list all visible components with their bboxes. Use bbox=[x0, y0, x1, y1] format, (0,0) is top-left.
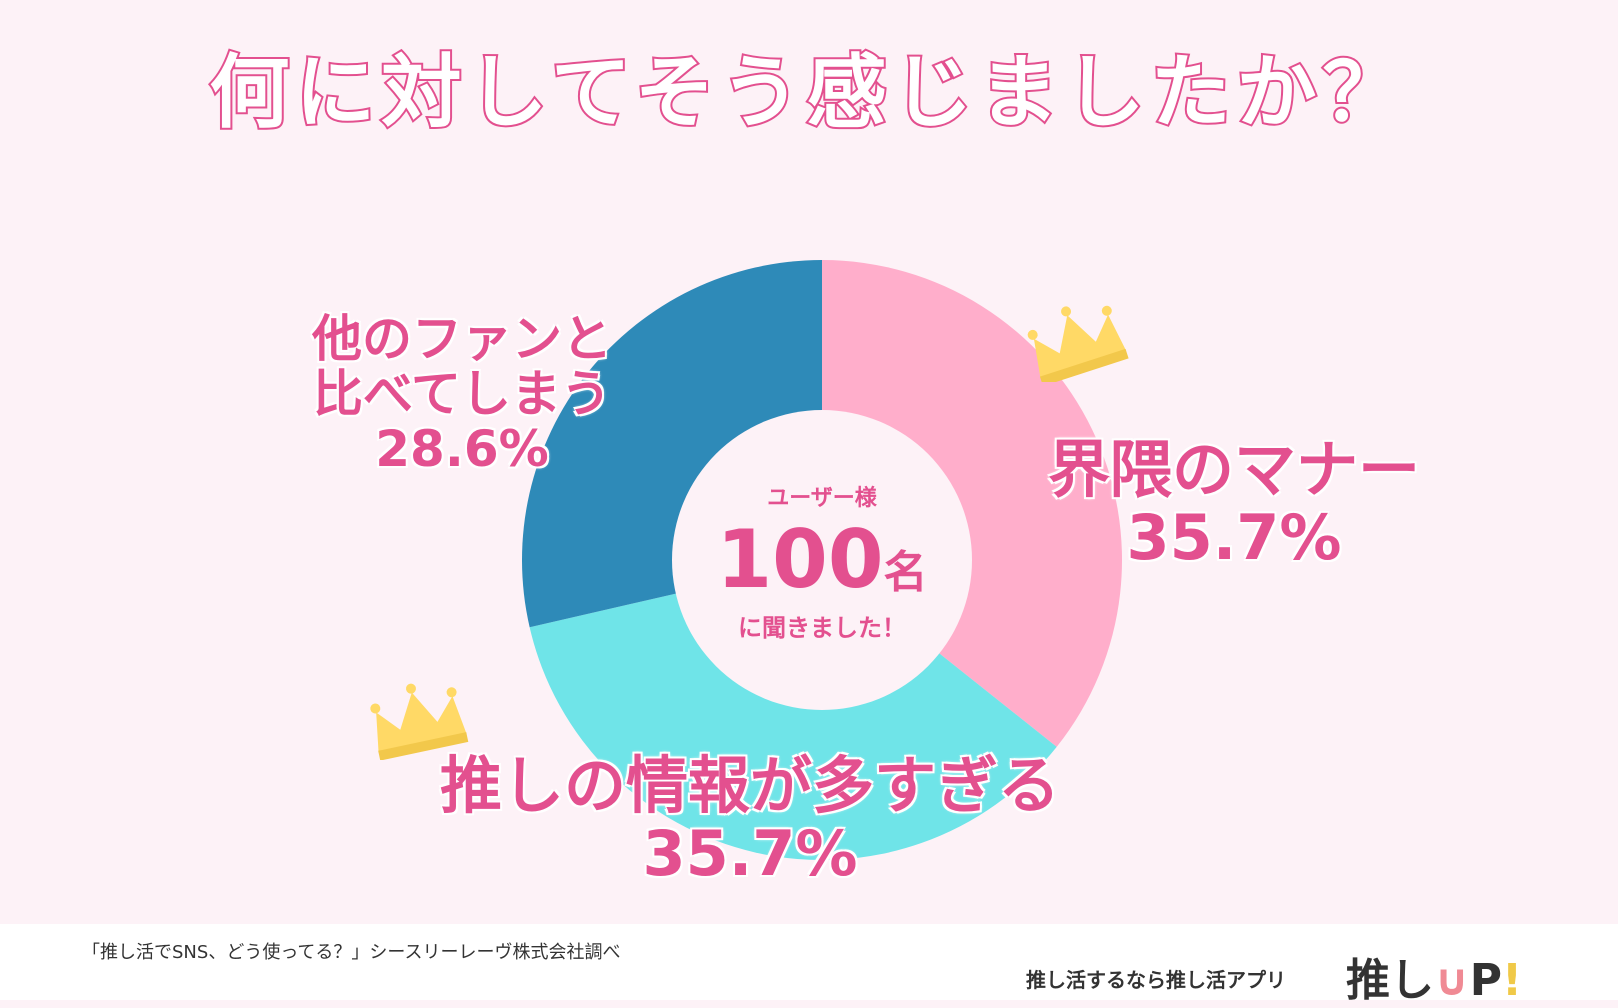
logo-u: ∪ bbox=[1434, 955, 1470, 1006]
label-manners-pct: 35.7% bbox=[1126, 501, 1342, 575]
label-manners: 界隈のマナー 35.7% bbox=[1048, 433, 1421, 575]
footer: 「推し活でSNS、どう使ってる？」シースリーレーヴ株式会社調べ 推し活するなら推… bbox=[0, 924, 1618, 1006]
app-tagline: 推し活するなら推し活アプリ bbox=[1026, 968, 1286, 992]
label-compare-fans-pct: 28.6% bbox=[375, 420, 549, 478]
page-title: 何に対してそう感じましたか？ bbox=[207, 44, 1409, 141]
label-compare-fans-line2: 比べてしまう bbox=[313, 365, 611, 423]
respondent-count: 100 bbox=[716, 513, 884, 606]
app-logo: 推し∪P! bbox=[1346, 944, 1522, 1008]
center-top-text: ユーザー様 bbox=[767, 486, 877, 511]
label-too-much-info: 推しの情報が多すぎる 35.7% bbox=[400, 749, 1100, 891]
respondent-unit: 名 bbox=[883, 547, 928, 598]
label-compare-fans: 他のファンと 比べてしまう 28.6% bbox=[312, 312, 612, 477]
donut-hole bbox=[672, 410, 972, 710]
logo-exclaim: ! bbox=[1501, 955, 1523, 1006]
label-too-much-info-name: 推しの情報が多すぎる bbox=[439, 749, 1060, 822]
center-summary: ユーザー様 100名 に聞きました！ bbox=[672, 480, 972, 643]
label-compare-fans-line1: 他のファンと bbox=[312, 310, 612, 368]
crown-icon bbox=[1027, 305, 1129, 382]
label-manners-name: 界隈のマナー bbox=[1048, 433, 1421, 506]
center-bottom-text: に聞きました！ bbox=[738, 614, 906, 642]
logo-p: P bbox=[1469, 955, 1502, 1006]
crown-icon bbox=[370, 683, 469, 760]
logo-text: 推し bbox=[1346, 955, 1434, 1006]
label-too-much-info-pct: 35.7% bbox=[642, 817, 858, 891]
source-note: 「推し活でSNS、どう使ってる？」シースリーレーヴ株式会社調べ bbox=[82, 942, 621, 963]
slice-too-much-info bbox=[529, 560, 1057, 860]
